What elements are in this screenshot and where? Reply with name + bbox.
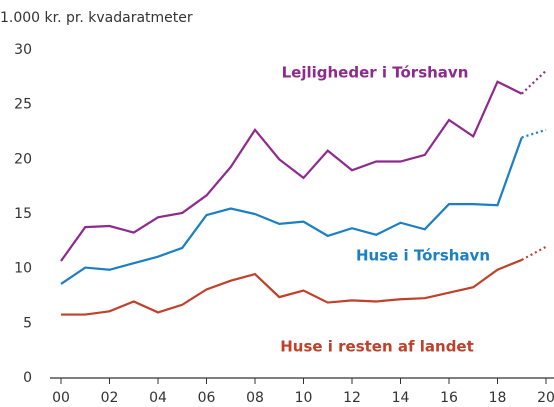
x-tick-label: 00: [52, 390, 70, 406]
y-axis-label: 1.000 kr. pr. kvadaratmeter: [0, 10, 193, 26]
series-line-projection: [520, 69, 547, 95]
series-line: [61, 258, 523, 316]
x-tick-label: 06: [198, 390, 216, 406]
x-tick-label: 14: [392, 390, 410, 406]
y-tick-label: 20: [14, 151, 32, 167]
x-tick-label: 10: [295, 390, 313, 406]
x-tick-label: 16: [440, 390, 458, 406]
x-tick-label: 04: [149, 390, 167, 406]
x-tick-label: 08: [246, 390, 264, 406]
series-line: [60, 137, 523, 285]
series-label: Huse i resten af landet: [280, 338, 474, 356]
x-tick-label: 20: [537, 390, 554, 406]
y-tick-label: 30: [14, 42, 32, 58]
y-tick-label: 10: [14, 261, 32, 277]
series-line: [60, 80, 523, 262]
series-label: Huse i Tórshavn: [356, 247, 490, 265]
series-line-projection: [521, 245, 547, 261]
x-tick-label: 12: [343, 390, 361, 406]
y-tick-label: 0: [23, 370, 32, 386]
y-tick-label: 25: [14, 97, 32, 113]
x-tick-label: 18: [489, 390, 507, 406]
series-line-projection: [521, 128, 547, 139]
y-tick-label: 15: [14, 206, 32, 222]
y-tick-label: 5: [23, 315, 32, 331]
series-label: Lejligheder i Tórshavn: [282, 64, 469, 82]
x-tick-label: 02: [101, 390, 119, 406]
